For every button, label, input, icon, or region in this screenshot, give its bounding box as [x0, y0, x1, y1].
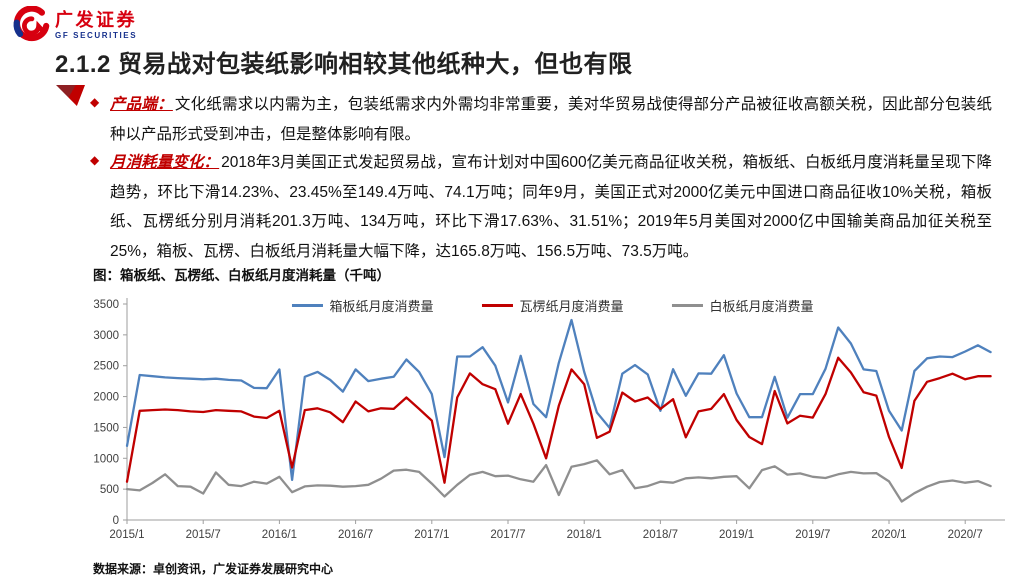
bullet-body: 文化纸需求以内需为主，包装纸需求内外需均非常重要，美对华贸易战使得部分产品被征收… [110, 96, 992, 143]
y-axis-tick-label: 2000 [93, 392, 119, 404]
legend-line-swatch [481, 304, 513, 307]
chart-legend: 箱板纸月度消费量 瓦楞纸月度消费量 白板纸月度消费量 [291, 296, 814, 315]
red-corner-triangle-decoration [56, 85, 85, 106]
y-axis-tick-label: 1500 [93, 422, 119, 434]
x-axis-tick-label: 2018/1 [567, 529, 602, 541]
diamond-bullet-icon: ◆ [90, 153, 100, 167]
x-axis-tick-label: 2019/1 [719, 529, 754, 541]
x-axis-tick-label: 2016/7 [338, 529, 373, 541]
gf-logo-icon [13, 6, 50, 42]
x-axis-tick-label: 2015/7 [186, 529, 221, 541]
chart-caption: 图：箱板纸、瓦楞纸、白板纸月度消耗量（千吨） [93, 268, 390, 283]
legend-item: 白板纸月度消费量 [671, 296, 814, 315]
x-axis-tick-label: 2020/1 [871, 529, 906, 541]
y-axis-tick-label: 3000 [93, 330, 119, 342]
legend-line-swatch [671, 304, 703, 307]
chart-area: 箱板纸月度消费量 瓦楞纸月度消费量 白板纸月度消费量 0 500 1000 1500 200… [85, 288, 1020, 556]
x-axis-tick-label: 2019/7 [795, 529, 830, 541]
y-axis-tick-label: 500 [100, 484, 119, 496]
bullet-text: 产品端： 文化纸需求以内需为主，包装纸需求内外需均非常重要，美对华贸易战使得部分产… [110, 90, 992, 149]
bullet-body: 2018年3月美国正式发起贸易战，宣布计划对中国600亿美元商品征收关税，箱板纸… [110, 154, 992, 260]
bullet-monthly-consumption: ◆ 月消耗量变化： 2018年3月美国正式发起贸易战，宣布计划对中国600亿美元商… [90, 148, 992, 266]
x-axis-tick-label: 2020/7 [948, 529, 983, 541]
x-axis-tick-label: 2018/7 [643, 529, 678, 541]
x-axis-tick-label: 2015/1 [109, 529, 144, 541]
legend-line-swatch [291, 304, 323, 307]
series-line-瓦楞纸月度消费量 [125, 356, 992, 484]
x-axis-tick-label: 2017/1 [414, 529, 449, 541]
x-axis-tick-label: 2017/7 [490, 529, 525, 541]
bullet-text: 月消耗量变化： 2018年3月美国正式发起贸易战，宣布计划对中国600亿美元商品征… [110, 148, 992, 266]
data-source-note: 数据来源：卓创资讯，广发证券发展研究中心 [93, 562, 334, 576]
legend-label: 白板纸月度消费量 [709, 299, 814, 314]
bullet-lead: 月消耗量变化： [110, 154, 220, 171]
x-axis-tick-label: 2016/1 [262, 529, 297, 541]
legend-label: 箱板纸月度消费量 [329, 299, 434, 314]
logo-text-en: GF SECURITIES [55, 30, 138, 40]
diamond-bullet-icon: ◆ [90, 95, 100, 109]
legend-label: 瓦楞纸月度消费量 [519, 299, 624, 314]
y-axis-tick-label: 0 [113, 515, 119, 527]
series-line-箱板纸月度消费量 [125, 318, 992, 482]
bullet-product-side: ◆ 产品端： 文化纸需求以内需为主，包装纸需求内外需均非常重要，美对华贸易战使得部… [90, 90, 992, 149]
consumption-line-chart: 0 500 1000 1500 2000 2500 3000 3500 2015/1 2015/7… [93, 298, 1005, 541]
gf-securities-logo: 广发证券 GF SECURITIES [12, 6, 137, 44]
y-axis-tick-label: 1000 [93, 453, 119, 465]
logo-text-cn: 广发证券 [55, 9, 137, 30]
page-title: 2.1.2 贸易战对包装纸影响相较其他纸种大，但也有限 [55, 51, 633, 78]
y-axis-tick-label: 2500 [93, 361, 119, 373]
legend-item: 箱板纸月度消费量 [291, 296, 433, 315]
bullet-lead: 产品端： [110, 96, 173, 113]
legend-item: 瓦楞纸月度消费量 [481, 296, 624, 315]
y-axis-tick-label: 3500 [93, 299, 119, 311]
series-line-白板纸月度消费量 [125, 459, 992, 503]
